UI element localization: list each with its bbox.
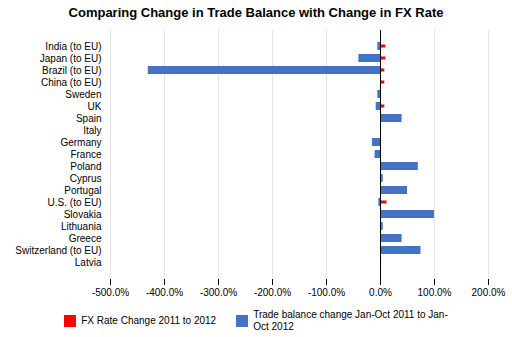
svg-text:0.0%: 0.0% — [369, 287, 392, 298]
svg-text:-500.0%: -500.0% — [92, 287, 129, 298]
svg-text:Spain: Spain — [76, 113, 102, 124]
svg-text:France: France — [70, 149, 102, 160]
svg-text:Lithuania: Lithuania — [61, 221, 102, 232]
svg-text:-300.0%: -300.0% — [200, 287, 237, 298]
svg-text:Brazil (to EU): Brazil (to EU) — [42, 65, 101, 76]
svg-text:-400.0%: -400.0% — [146, 287, 183, 298]
svg-text:Cyprus: Cyprus — [70, 173, 102, 184]
svg-text:Greece: Greece — [69, 233, 102, 244]
svg-text:200.0%: 200.0% — [472, 287, 506, 298]
svg-text:Italy: Italy — [83, 125, 101, 136]
svg-text:100.0%: 100.0% — [418, 287, 452, 298]
svg-text:India (to EU): India (to EU) — [45, 41, 101, 52]
html-text:Comparing Change in Trade Bala: Comparing Change in Trade Balance with C… — [68, 5, 444, 20]
svg-text:U.S. (to EU): U.S. (to EU) — [48, 197, 102, 208]
html-text:Trade balance change Jan-Oct 2: Trade balance change Jan-Oct 2011 to Jan… — [253, 309, 448, 332]
svg-text:-100.0%: -100.0% — [308, 287, 345, 298]
svg-text:Latvia: Latvia — [75, 257, 102, 268]
svg-text:Switzerland (to EU): Switzerland (to EU) — [15, 245, 101, 256]
svg-text:Portugal: Portugal — [64, 185, 101, 196]
svg-text:Sweden: Sweden — [65, 89, 101, 100]
svg-text:Germany: Germany — [60, 137, 101, 148]
svg-text:Slovakia: Slovakia — [64, 209, 102, 220]
html-text:FX Rate Change 2011 to 2012: FX Rate Change 2011 to 2012 — [81, 315, 217, 326]
svg-text:-200.0%: -200.0% — [254, 287, 291, 298]
svg-text:China (to EU): China (to EU) — [41, 77, 102, 88]
svg-text:Poland: Poland — [70, 161, 101, 172]
svg-text:UK: UK — [88, 101, 102, 112]
svg-text:Japan (to EU): Japan (to EU) — [40, 53, 102, 64]
